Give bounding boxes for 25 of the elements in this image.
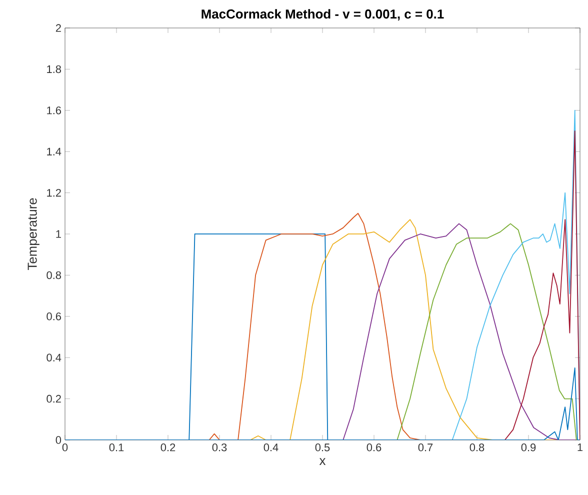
y-tick-label: 1.4 xyxy=(47,148,62,156)
x-tick-label: 0.6 xyxy=(366,444,382,452)
y-tick-label: 0.6 xyxy=(46,312,62,320)
x-tick-label: 0.5 xyxy=(315,444,330,452)
x-tick-label: 0 xyxy=(62,444,68,452)
x-tick-label: 0.3 xyxy=(212,444,227,452)
x-tick-label: 0.8 xyxy=(470,444,484,452)
x-tick-label: 0.4 xyxy=(264,444,278,452)
x-axis-title: x xyxy=(319,458,326,465)
x-tick-label: 0.2 xyxy=(160,444,176,452)
y-tick-label: 1 xyxy=(56,230,61,238)
y-tick-label: 1.8 xyxy=(47,65,62,74)
y-tick-label: 0 xyxy=(56,436,62,444)
y-tick-label: 0.2 xyxy=(46,394,61,403)
x-tick-label: 0.9 xyxy=(521,444,536,452)
y-tick-label: 2 xyxy=(56,24,61,32)
chart-title: MacCormack Method - v = 0.001, c = 0.1 xyxy=(202,9,444,20)
y-tick-label: 1.2 xyxy=(47,188,61,197)
x-tick-label: 0.1 xyxy=(109,444,124,452)
y-tick-label: 0.4 xyxy=(46,354,62,362)
x-tick-label: 0.7 xyxy=(418,444,433,452)
y-tick-label: 1.6 xyxy=(47,106,62,114)
y-axis-title: Temperature xyxy=(28,198,40,270)
y-tick-label: 0.8 xyxy=(46,271,62,280)
x-tick-label: 1 xyxy=(578,444,583,452)
